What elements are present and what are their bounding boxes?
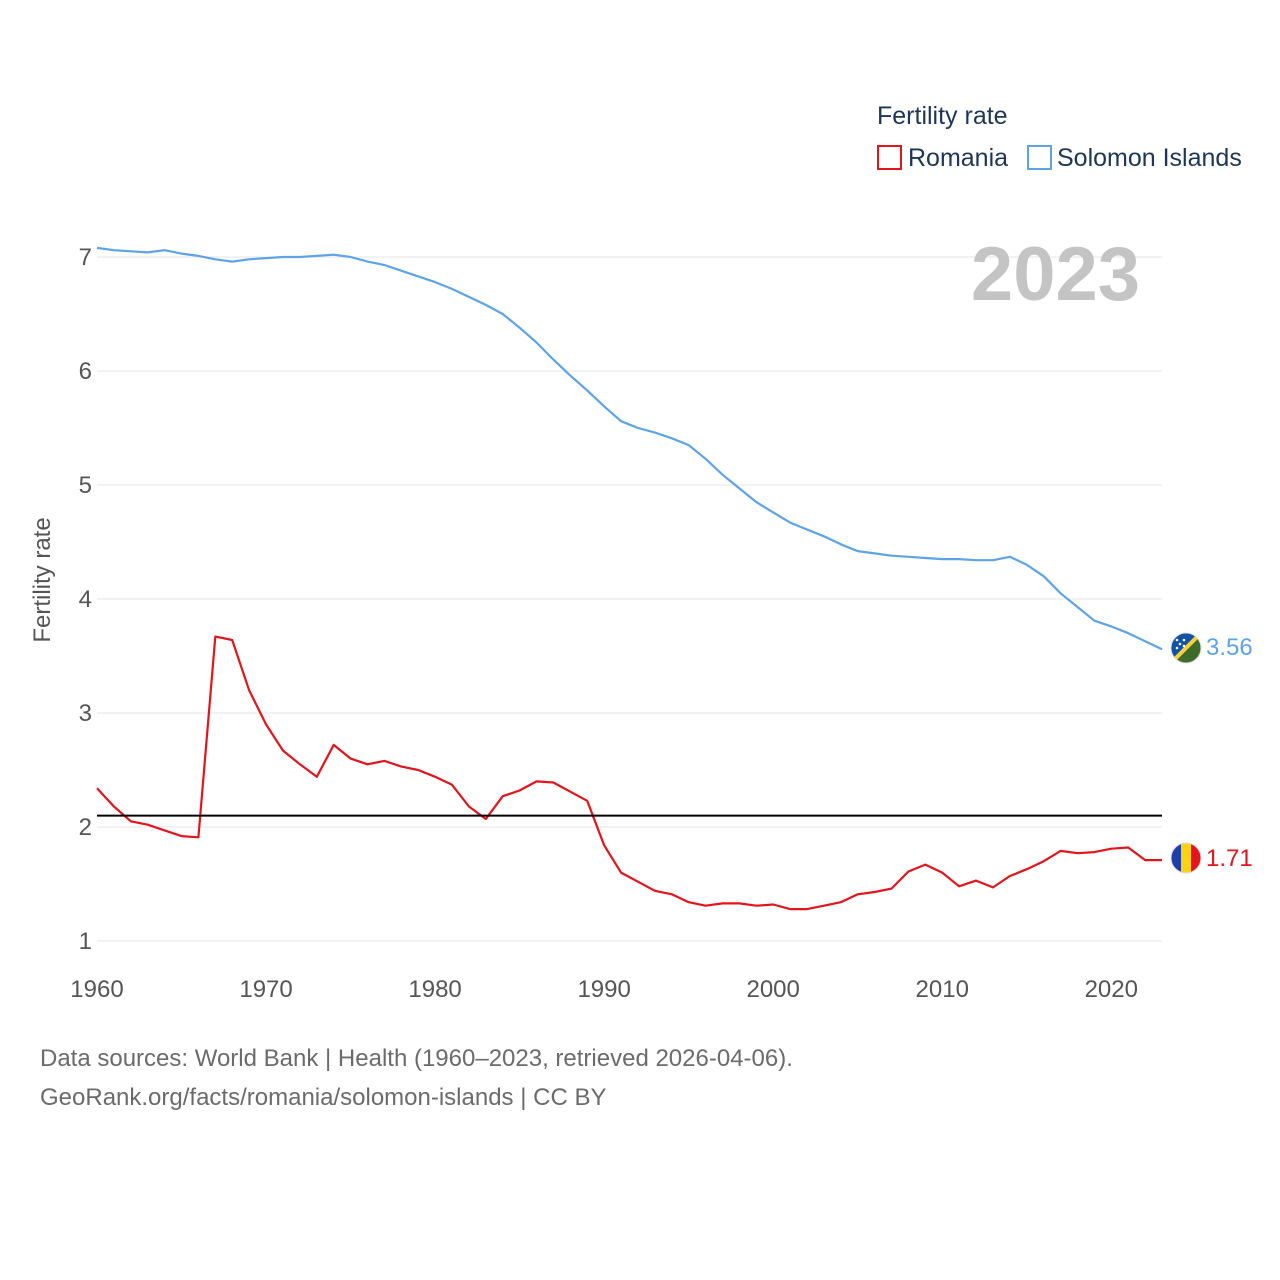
y-tick-label-1: 1 [79, 928, 92, 955]
x-tick-label-2010: 2010 [916, 976, 969, 1003]
y-tick-label-4: 4 [79, 586, 92, 613]
end-value-solomon-islands: 3.56 [1206, 634, 1253, 661]
x-tick-label-1980: 1980 [408, 976, 461, 1003]
end-value-romania: 1.71 [1206, 845, 1253, 872]
x-tick-label-2000: 2000 [746, 976, 799, 1003]
series-line-romania [96, 635, 1162, 911]
source-line-1: Data sources: World Bank | Health (1960–… [40, 1045, 793, 1072]
y-tick-label-2: 2 [79, 814, 92, 841]
y-tick-labels: 1 2 3 4 5 6 7 [79, 244, 92, 955]
solomon-islands-flag-icon [1170, 632, 1202, 664]
legend-label-solomon-islands: Solomon Islands [1057, 144, 1242, 172]
legend-swatch-romania [877, 145, 902, 170]
series-lines [96, 246, 1163, 911]
series-line-solomon-islands [96, 246, 1163, 651]
grid-lines [97, 256, 1162, 942]
legend-title: Fertility rate [877, 102, 1008, 130]
y-tick-label-7: 7 [79, 244, 92, 271]
x-tick-label-1960: 1960 [70, 976, 123, 1003]
romania-flag-icon [1170, 842, 1202, 874]
source-line-2: GeoRank.org/facts/romania/solomon-island… [40, 1084, 607, 1111]
legend-swatch-solomon-islands [1027, 145, 1052, 170]
year-label: 2023 [971, 232, 1140, 317]
x-tick-label-2020: 2020 [1085, 976, 1138, 1003]
x-tick-label-1970: 1970 [239, 976, 292, 1003]
y-tick-label-3: 3 [79, 700, 92, 727]
x-tick-labels: 1960 1970 1980 1990 2000 2010 2020 [70, 976, 1138, 1003]
legend-label-romania: Romania [908, 144, 1008, 172]
y-axis-title: Fertility rate [29, 517, 56, 642]
x-tick-label-1990: 1990 [577, 976, 630, 1003]
y-tick-label-6: 6 [79, 358, 92, 385]
y-tick-label-5: 5 [79, 472, 92, 499]
